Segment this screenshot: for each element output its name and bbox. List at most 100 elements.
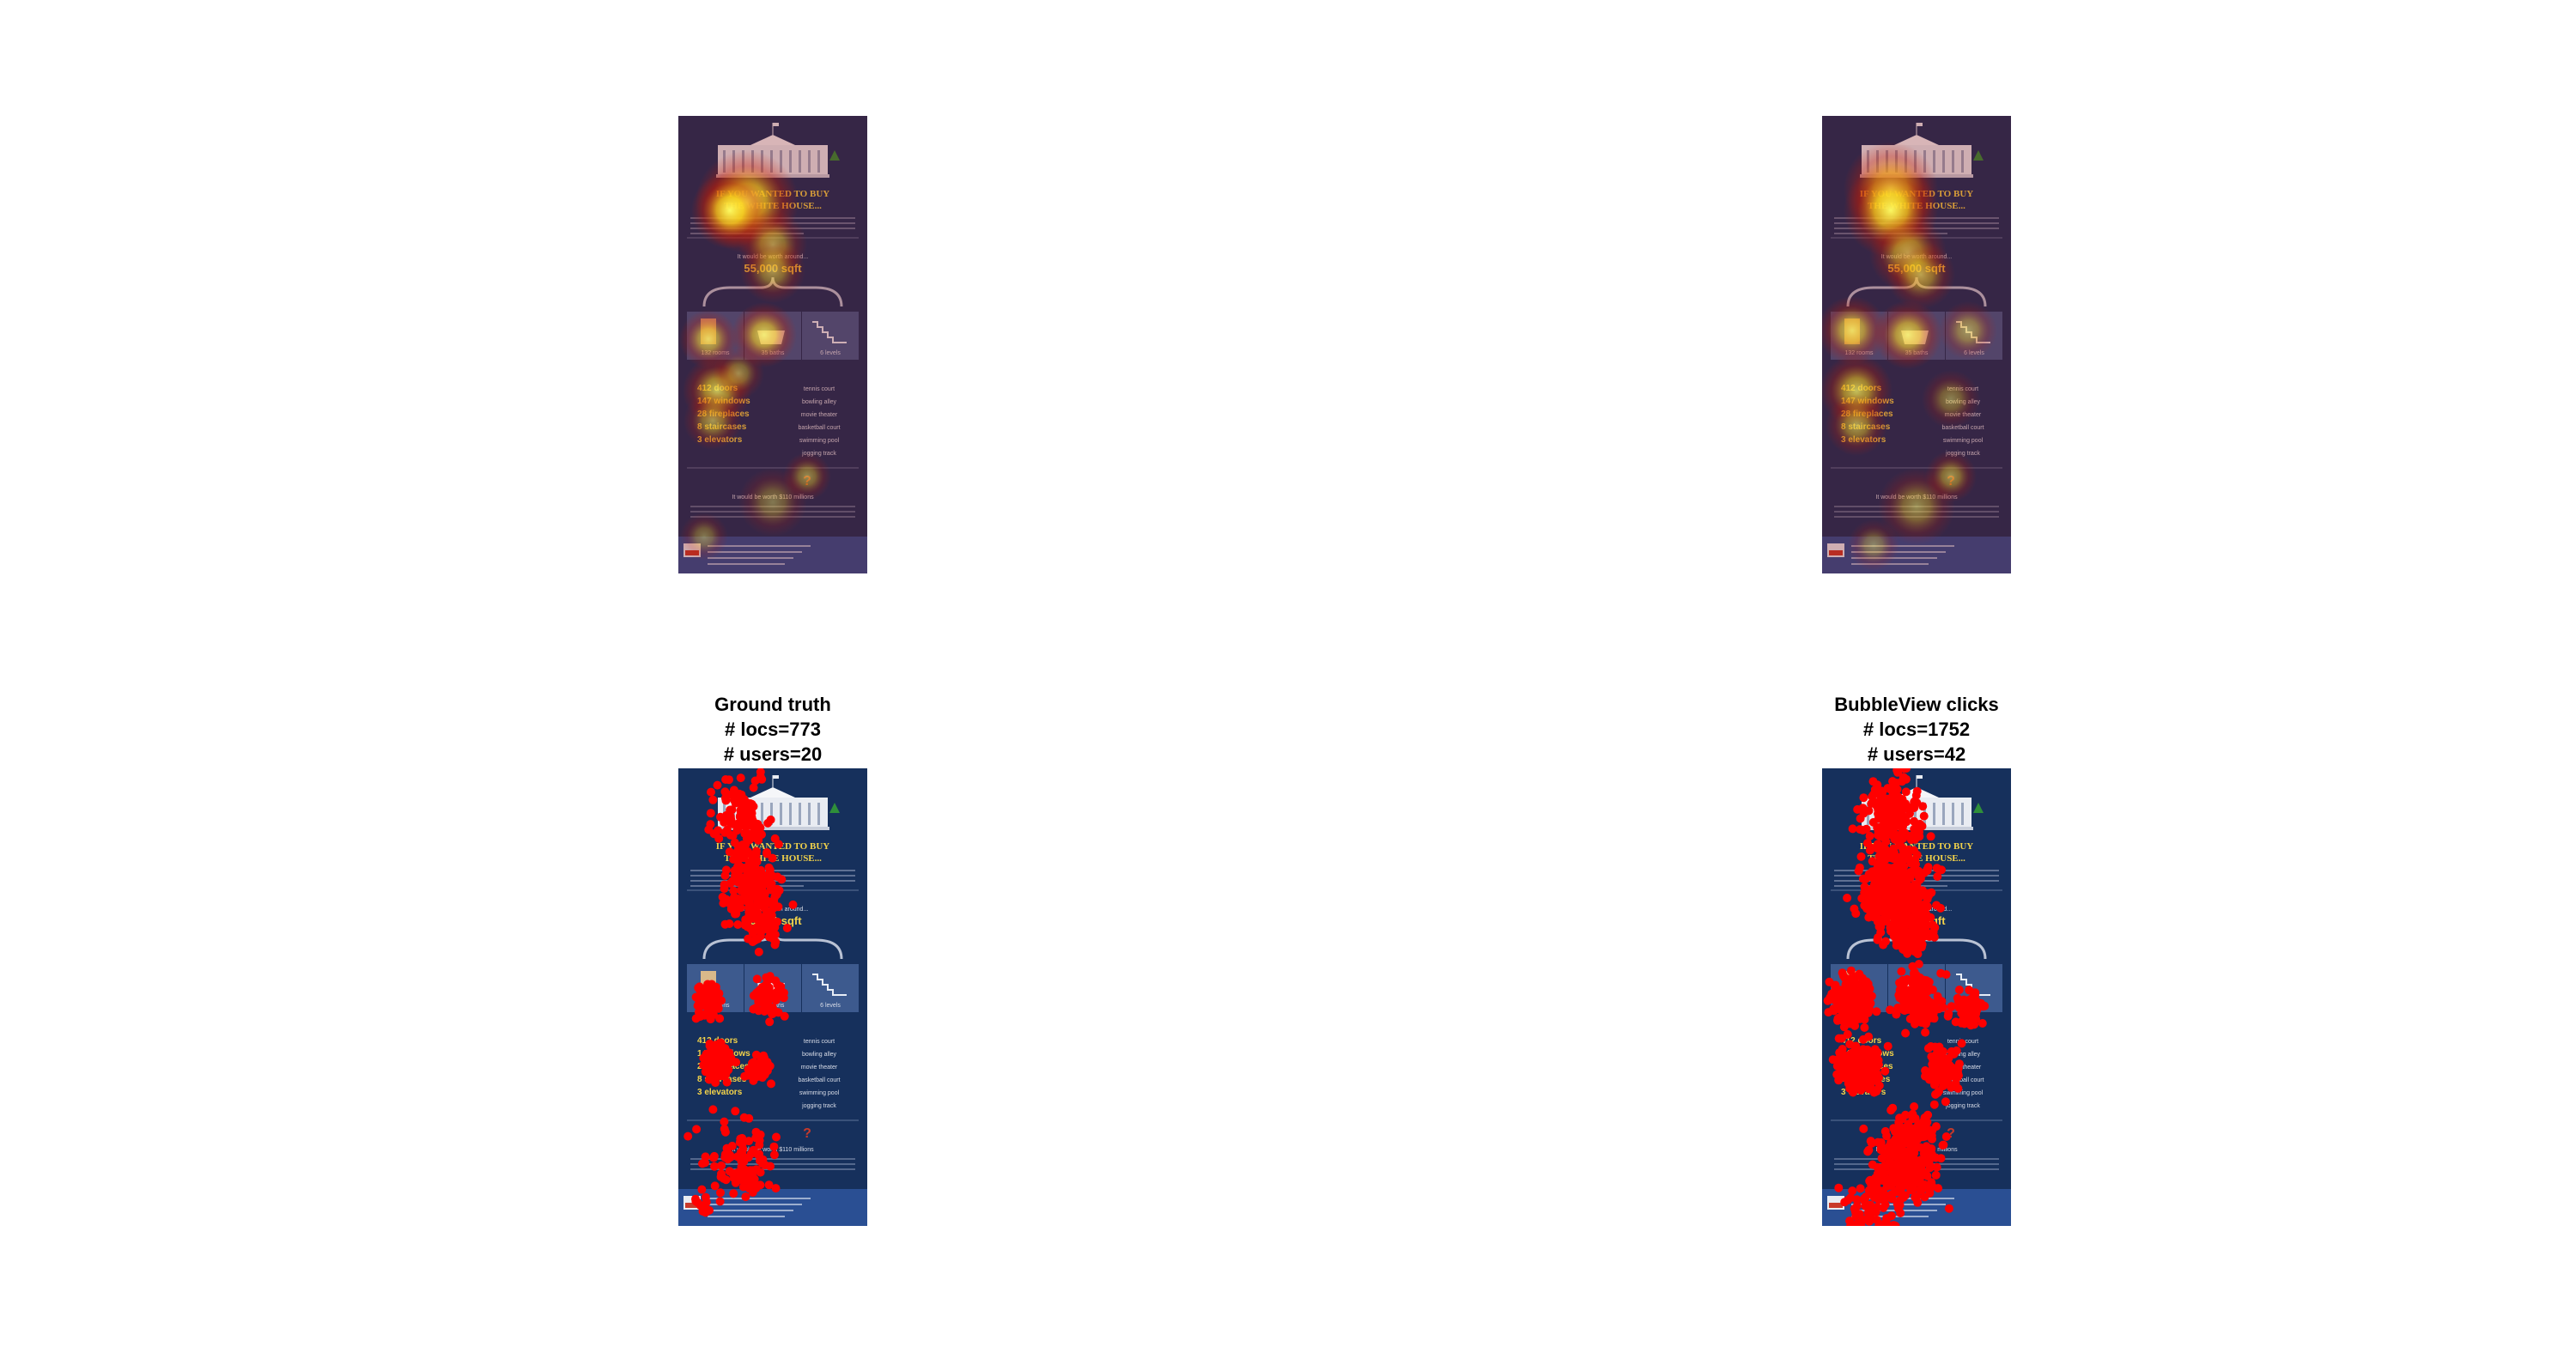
click-dot [1842, 1005, 1850, 1015]
click-dot [1930, 1042, 1940, 1052]
click-dot [1932, 864, 1941, 873]
click-dot [1935, 1057, 1945, 1066]
click-dot [1927, 1052, 1936, 1061]
click-dot [744, 934, 753, 943]
click-dot [1912, 973, 1921, 982]
click-dot [683, 1131, 693, 1141]
amenity-item: bowling alley [802, 399, 837, 405]
click-dot [727, 1141, 737, 1150]
click-dot [1927, 1150, 1936, 1159]
click-dot [726, 1150, 735, 1160]
click-dot [766, 1162, 775, 1171]
click-dot [1844, 1068, 1854, 1077]
click-dot [696, 1012, 705, 1022]
click-dot [761, 901, 770, 910]
footer-text-line [708, 551, 802, 553]
ground-truth-locs: # locs=773 [725, 719, 821, 740]
heat-blob [1822, 296, 1886, 365]
click-dot [765, 1017, 775, 1027]
heatmap-overlay [1822, 116, 2011, 573]
click-dot [738, 852, 747, 862]
click-dot [738, 1182, 748, 1192]
click-dot [743, 922, 752, 931]
click-dot [763, 975, 773, 985]
click-dot [737, 790, 746, 799]
question-mark-icon: ? [803, 1126, 811, 1141]
click-dot [706, 820, 715, 829]
click-dot [1929, 932, 1939, 942]
click-dot [1899, 1005, 1908, 1014]
click-dot [1893, 938, 1903, 948]
click-dot [1893, 1164, 1903, 1173]
click-dot [750, 1174, 759, 1184]
click-dot [1832, 1061, 1842, 1071]
click-dot [1886, 1138, 1896, 1148]
click-dot [1876, 922, 1886, 931]
click-dot [1881, 937, 1890, 946]
click-dot [1829, 1004, 1838, 1014]
click-dot [1883, 1041, 1893, 1051]
click-dot [759, 1051, 769, 1060]
click-dot [719, 899, 728, 908]
click-dot [1874, 901, 1883, 911]
click-dot [1893, 919, 1903, 927]
click-dot [1901, 1156, 1911, 1165]
click-dot [733, 862, 743, 871]
click-dot [1880, 824, 1888, 833]
click-dot [1879, 816, 1888, 825]
click-dot [757, 774, 767, 784]
click-dot [1856, 1048, 1865, 1058]
click-dot [1854, 866, 1863, 876]
click-dot [1866, 1137, 1875, 1146]
click-dot [720, 817, 729, 827]
click-dot [706, 809, 715, 818]
click-dot [739, 875, 749, 884]
ground-truth-clicks: IF YOU WANTED TO BUYTHE WHITE HOUSE...It… [678, 768, 867, 1226]
click-dot [769, 904, 778, 913]
heat-blob [1939, 301, 1997, 360]
click-dot [1904, 871, 1913, 880]
click-dot [1941, 1097, 1950, 1107]
footer-text-line [708, 1198, 811, 1199]
amenity-item: swimming pool [799, 1090, 840, 1096]
click-dot [1876, 1138, 1886, 1147]
click-dot [739, 1157, 749, 1167]
click-dot [1890, 834, 1899, 843]
click-dot [1936, 968, 1946, 978]
click-dot [1880, 1200, 1890, 1210]
click-dot [763, 818, 773, 828]
click-dot [782, 924, 792, 932]
click-dot [729, 1189, 738, 1198]
click-dot [754, 895, 763, 904]
click-dot [1932, 1162, 1941, 1172]
click-dot [1930, 1003, 1940, 1012]
click-dot [762, 848, 772, 857]
click-dot [1878, 1153, 1887, 1162]
click-dot [1859, 1124, 1868, 1133]
click-dot [1957, 1039, 1966, 1048]
heat-blob [738, 468, 807, 537]
click-dot [692, 1125, 702, 1134]
click-dot [701, 1192, 710, 1202]
click-dot [1921, 1168, 1930, 1178]
click-dot [1944, 1009, 1953, 1018]
click-dot [1893, 858, 1903, 867]
click-dot [736, 903, 745, 913]
amenity-item: swimming pool [799, 438, 840, 444]
click-dot [1864, 1216, 1874, 1226]
click-dot [734, 844, 743, 853]
click-dot [1869, 1187, 1879, 1196]
click-dot [1860, 883, 1869, 891]
click-dot [709, 1151, 719, 1161]
click-dot [773, 884, 781, 894]
click-dot [750, 1059, 759, 1067]
click-dot [1914, 1120, 1923, 1130]
click-dot [709, 829, 719, 839]
click-dot [731, 909, 739, 919]
click-dot [771, 1184, 781, 1193]
bubbleview-locs: # locs=1752 [1862, 719, 1971, 740]
click-dot [726, 819, 735, 828]
click-dot [701, 1152, 710, 1162]
click-dot [1932, 901, 1941, 910]
click-dot [732, 1058, 741, 1067]
